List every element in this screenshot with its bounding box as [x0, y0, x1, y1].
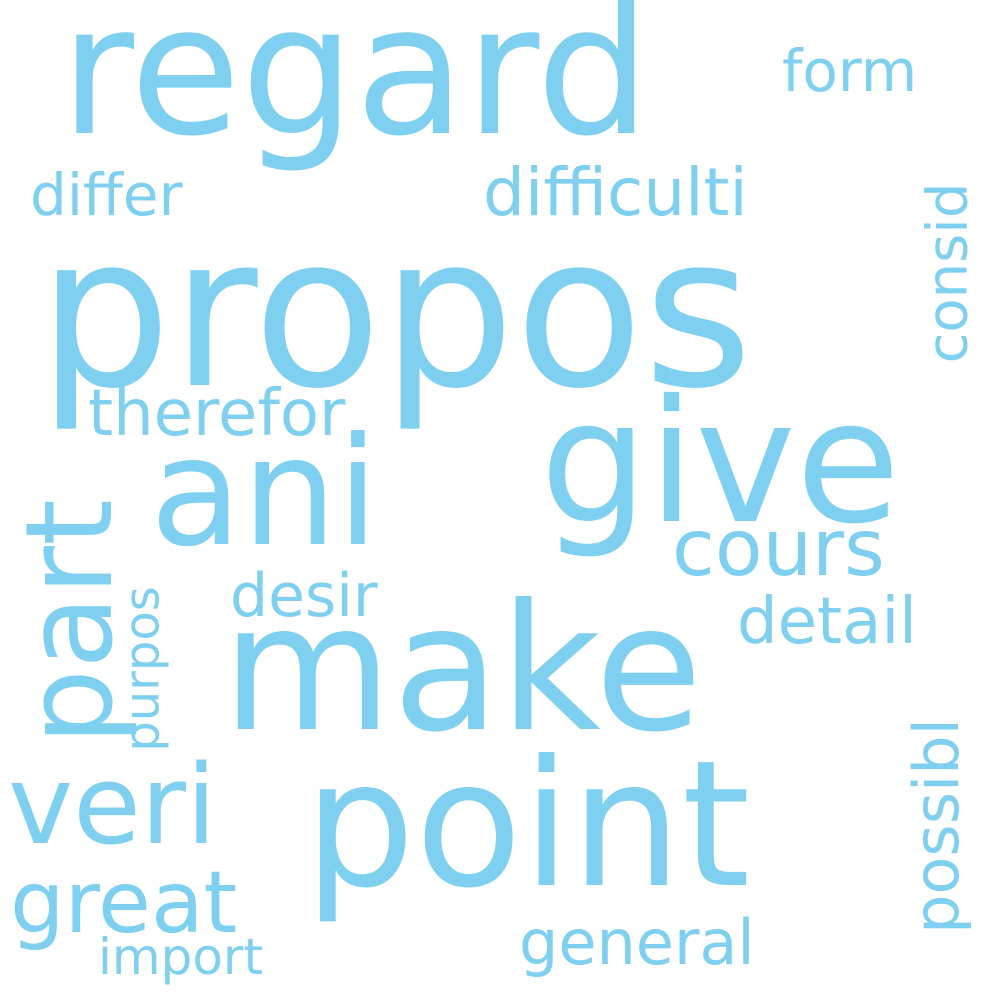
word-differ: differ [30, 161, 183, 229]
word-veri: veri [8, 741, 217, 869]
word-great: great [10, 853, 238, 953]
word-part: part [1, 498, 141, 746]
word-difficulti: difficulti [483, 154, 748, 231]
word-propos: propos [38, 190, 753, 435]
word-make: make [222, 568, 703, 771]
word-regard: regard [60, 0, 651, 176]
word-purpos: purpos [114, 586, 171, 752]
word-possibl: possibl [899, 718, 973, 934]
word-cours: cours [672, 504, 885, 594]
word-form: form [782, 37, 918, 105]
word-detail: detail [737, 585, 917, 659]
word-general: general [519, 906, 755, 979]
word-give: give [540, 364, 901, 562]
word-import: import [98, 928, 264, 986]
word-desir: desir [230, 561, 378, 631]
word-point: point [304, 724, 751, 927]
word-therefor: therefor [88, 377, 346, 451]
word-ani: ani [150, 406, 379, 580]
word-consid: consid [915, 182, 981, 364]
